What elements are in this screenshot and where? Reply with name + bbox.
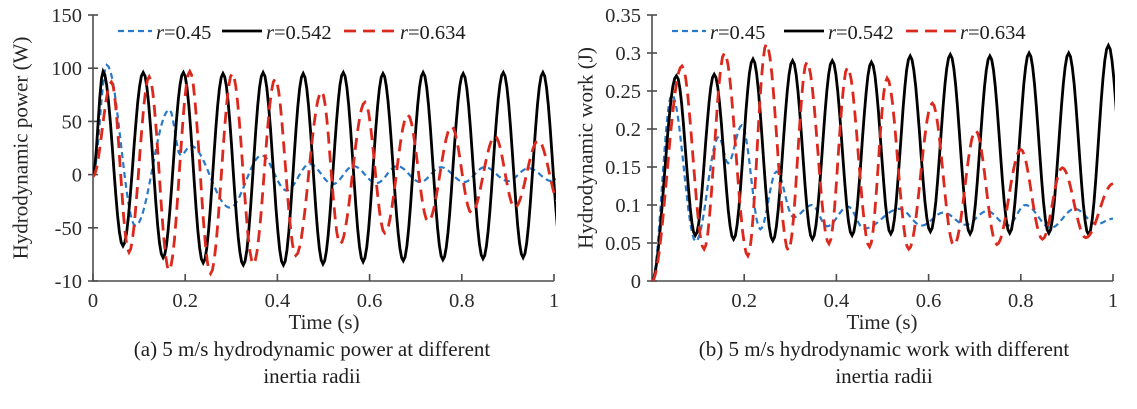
chart-b-x-axis-label: Time (s) <box>846 310 918 334</box>
y-tick-label: 150 <box>51 5 82 27</box>
series-r-0-542 <box>652 42 1115 281</box>
y-tick-label: 0.3 <box>615 43 641 65</box>
chart-b: 0.35 0.3 0.25 0.2 0.15 0.1 0.05 0 0.2 0.4 0.6 0.8 1 r… <box>605 5 1118 312</box>
x-tick-label: 0.4 <box>265 290 291 312</box>
y-tick-label: 0 <box>631 271 641 293</box>
legend-entry-label: r=0.45 <box>156 22 211 44</box>
x-tick-label: 1 <box>1108 290 1118 312</box>
legend-entry-label: r=0.634 <box>400 22 466 44</box>
series-r-0-542 <box>93 67 556 269</box>
y-tick-label: 0.05 <box>605 233 641 255</box>
series-r-0-45 <box>652 92 1114 281</box>
chart-a-caption-line2: inertia radii <box>263 364 361 388</box>
y-tick-label: 0.15 <box>605 157 641 179</box>
x-tick-label: 0.8 <box>1008 290 1034 312</box>
y-tick-label: 50 <box>62 111 83 133</box>
chart-a-caption: (a) 5 m/s hydrodynamic power at differen… <box>32 336 592 390</box>
y-tick-label: -10 <box>55 271 82 293</box>
x-tick-label: 0.4 <box>824 290 850 312</box>
y-tick-label: 0.2 <box>615 119 641 141</box>
x-tick-label: 0.2 <box>172 290 198 312</box>
y-tick-label: -50 <box>55 218 82 240</box>
chart-b-caption-line1: (b) 5 m/s hydrodynamic work with differe… <box>698 337 1070 361</box>
legend-entry-label: r=0.542 <box>266 22 332 44</box>
series-r-0-634 <box>93 68 556 277</box>
x-tick-label: 0.6 <box>357 290 383 312</box>
y-tick-label: 0.35 <box>605 5 641 27</box>
y-tick-label: 0.25 <box>605 81 641 103</box>
y-tick-label: 0.1 <box>615 195 641 217</box>
x-tick-label: 1 <box>549 290 559 312</box>
chart-b-y-axis-label: Hydrodynamic work (J) <box>573 47 598 249</box>
chart-a-y-axis-label: Hydrodynamic power (W) <box>8 36 33 260</box>
y-tick-label: 100 <box>51 58 82 80</box>
x-tick-label: 0.2 <box>731 290 757 312</box>
chart-a-x-axis-label: Time (s) <box>288 310 360 334</box>
chart-b-caption-line2: inertia radii <box>835 364 933 388</box>
x-tick-label: 0.8 <box>449 290 475 312</box>
axis-spines <box>92 15 554 282</box>
legend-entry-label: r=0.542 <box>828 22 894 44</box>
y-tick-label: 0 <box>72 165 82 187</box>
legend-entry-label: r=0.634 <box>960 22 1026 44</box>
chart-a: 150 100 50 0 -50 -10 0 0.2 0.4 0.6 0.8 1 r=0.45 r=0.5… <box>51 5 559 312</box>
x-tick-label: 0.6 <box>916 290 942 312</box>
x-tick-label: 0 <box>88 290 98 312</box>
chart-b-caption: (b) 5 m/s hydrodynamic work with differe… <box>604 336 1137 390</box>
chart-a-caption-line1: (a) 5 m/s hydrodynamic power at differen… <box>133 337 491 361</box>
series-r-0-634 <box>652 40 1114 281</box>
legend-entry-label: r=0.45 <box>710 22 765 44</box>
charts-canvas: 150 100 50 0 -50 -10 0 0.2 0.4 0.6 0.8 1 r=0.45 r=0.5… <box>51 5 1118 312</box>
